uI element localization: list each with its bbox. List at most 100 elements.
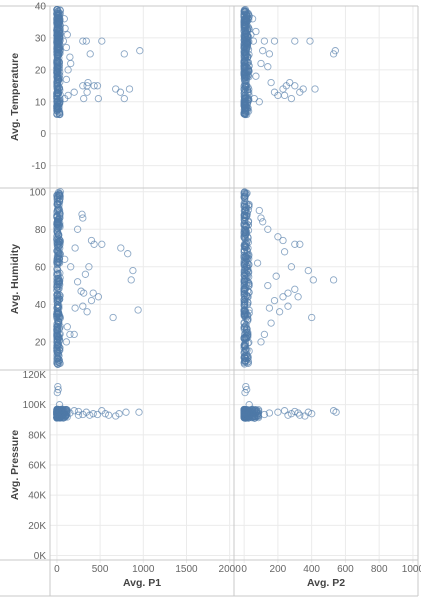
y-tick-label: 40: [35, 300, 47, 311]
dense-point: [241, 228, 249, 236]
dense-point: [240, 48, 249, 56]
data-point: [294, 293, 302, 301]
data-point: [280, 248, 289, 256]
data-point: [86, 50, 94, 58]
y-tick-label: 100: [29, 187, 46, 198]
dense-point: [244, 357, 253, 366]
dense-point: [54, 57, 62, 66]
dense-point: [242, 42, 250, 50]
dense-point: [241, 100, 249, 108]
data-point: [255, 98, 263, 106]
dense-point: [240, 188, 249, 196]
dense-point: [242, 204, 250, 212]
dense-point: [240, 290, 249, 298]
dense-point: [53, 259, 61, 268]
data-point: [306, 37, 314, 45]
data-point: [79, 37, 87, 45]
dense-point: [53, 46, 62, 54]
data-point: [286, 78, 294, 87]
data-point: [59, 37, 68, 45]
dense-point: [54, 274, 63, 282]
data-point: [80, 289, 88, 297]
data-point: [129, 266, 137, 275]
data-point: [260, 410, 269, 419]
dense-point: [56, 244, 64, 252]
data-point: [329, 276, 338, 284]
dense-point: [240, 359, 248, 367]
data-point: [125, 85, 134, 93]
y-tick-label: 10: [35, 97, 47, 108]
data-point: [120, 50, 128, 58]
data-point: [264, 225, 272, 233]
dense-point: [245, 95, 253, 104]
data-point: [308, 313, 316, 322]
data-point: [275, 308, 284, 316]
data-point: [257, 59, 265, 68]
data-point: [58, 405, 66, 413]
dense-point: [53, 200, 61, 209]
dense-point: [55, 109, 63, 117]
dense-point: [53, 269, 61, 277]
data-point: [250, 94, 258, 103]
data-point: [61, 24, 69, 33]
data-point: [257, 214, 265, 222]
y-tick-label: 60K: [28, 461, 46, 472]
y-tick-label: 80K: [28, 430, 46, 441]
dense-point: [54, 408, 62, 416]
data-point: [329, 50, 338, 58]
data-point: [260, 37, 269, 45]
data-point: [270, 37, 279, 45]
data-point: [291, 37, 299, 45]
data-point: [94, 94, 103, 103]
dense-point: [243, 100, 251, 108]
data-point: [89, 289, 97, 297]
dense-point: [244, 234, 252, 242]
dense-point: [55, 277, 63, 285]
dense-point: [55, 313, 63, 321]
dense-point: [55, 198, 64, 206]
dense-point: [53, 30, 61, 39]
data-point: [257, 338, 265, 346]
x-tick-label: 2000: [219, 564, 242, 575]
dense-point: [54, 304, 62, 312]
dense-point: [53, 10, 61, 18]
data-point: [265, 50, 274, 58]
y-tick-label: 120K: [23, 370, 47, 381]
dense-point: [54, 258, 62, 267]
data-point: [309, 276, 317, 284]
data-point: [83, 88, 91, 96]
data-point: [259, 47, 267, 55]
dense-point: [53, 40, 61, 48]
y-axis-title: Avg. Temperature: [9, 53, 21, 141]
dense-point: [53, 68, 61, 77]
dense-point: [240, 280, 249, 289]
data-point: [61, 255, 69, 263]
data-point: [79, 302, 87, 310]
data-point: [272, 272, 280, 280]
data-point: [127, 276, 135, 284]
data-point: [84, 78, 92, 87]
dense-point: [55, 284, 63, 293]
dense-point: [242, 37, 250, 46]
data-point: [291, 285, 299, 293]
data-point: [67, 263, 75, 271]
data-point: [296, 411, 304, 419]
dense-point: [243, 27, 251, 35]
data-points: [53, 5, 340, 422]
y-axis-title: Avg. Pressure: [9, 430, 21, 500]
data-point: [62, 338, 71, 346]
data-point: [291, 82, 299, 90]
data-point: [112, 412, 120, 420]
data-point: [267, 78, 275, 87]
data-point: [259, 218, 267, 226]
data-point: [94, 293, 103, 301]
dense-point: [243, 262, 252, 271]
dense-point: [242, 32, 250, 40]
dense-point: [53, 265, 61, 273]
data-point: [87, 296, 96, 305]
dense-point: [241, 341, 250, 349]
data-point: [93, 410, 102, 419]
data-point: [67, 59, 75, 68]
data-point: [120, 94, 128, 103]
